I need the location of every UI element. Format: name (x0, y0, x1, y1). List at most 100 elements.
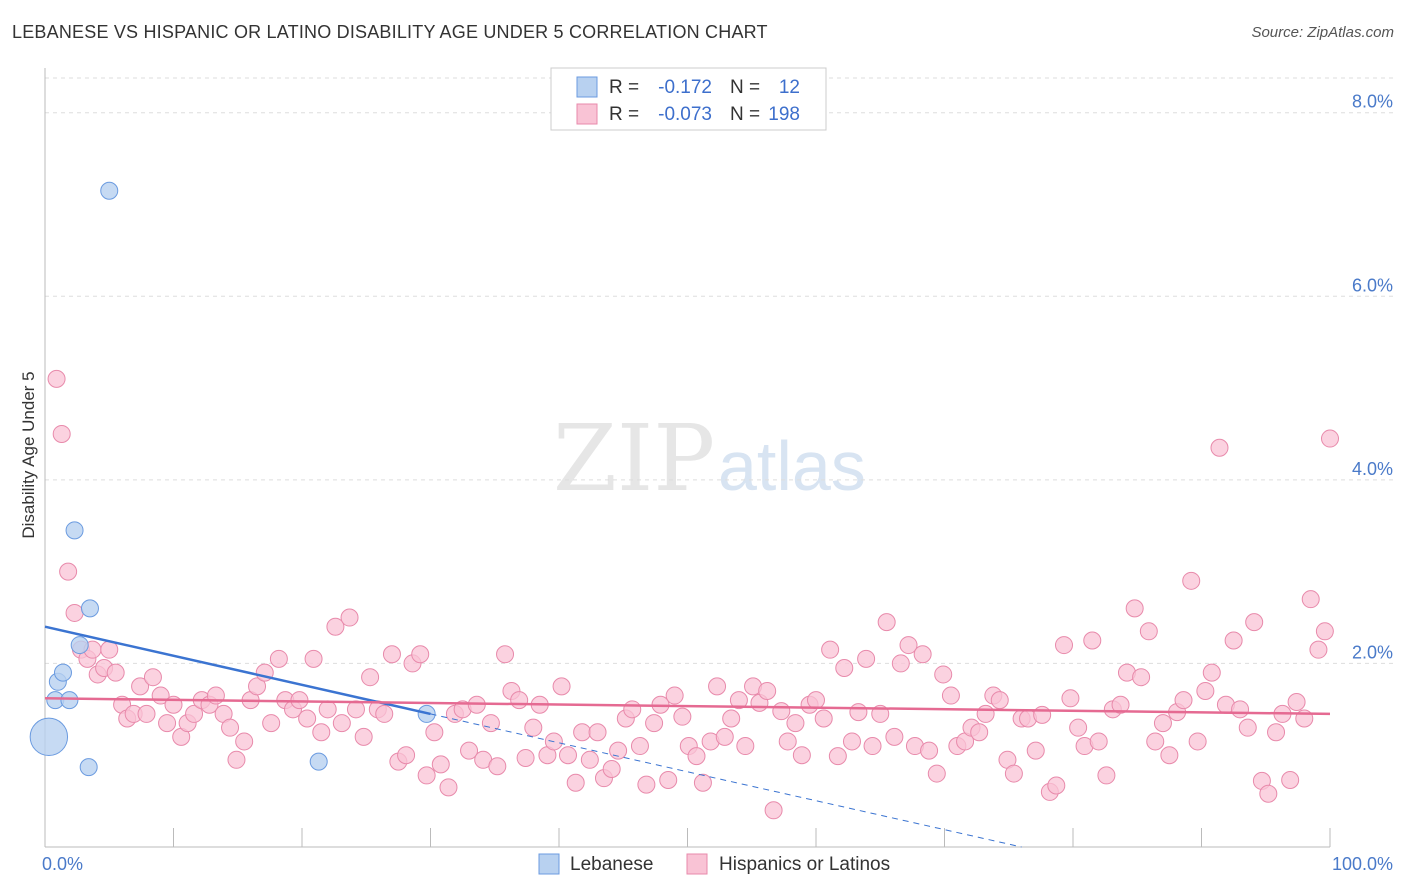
hispanic-point (920, 741, 939, 760)
hispanic-point (665, 686, 684, 705)
hispanic-point (623, 700, 642, 719)
hispanic-point (1174, 691, 1193, 710)
hispanic-point (857, 649, 876, 668)
lebanese-point (79, 758, 98, 777)
hispanic-point (1047, 776, 1066, 795)
y-tick-label: 2.0% (1352, 642, 1393, 662)
y-axis-label: Disability Age Under 5 (19, 371, 38, 538)
hispanic-point (137, 704, 156, 723)
hispanic-point (849, 703, 868, 722)
hispanic-point (758, 681, 777, 700)
hispanic-point (1111, 695, 1130, 714)
y-tick-label: 8.0% (1352, 92, 1393, 112)
hispanic-point (1033, 705, 1052, 724)
x-tick-label: 100.0% (1332, 854, 1393, 874)
hispanic-point (332, 714, 351, 733)
hispanic-point (1210, 438, 1229, 457)
x-tick-labels: 0.0% 100.0% (42, 854, 1393, 874)
stats-legend: R = -0.172 N = 12 R = -0.073 N = 198 (550, 67, 827, 131)
hispanic-point (1231, 700, 1250, 719)
hispanic-point (361, 668, 380, 687)
hispanic-point (566, 773, 585, 792)
hispanic-point (227, 750, 246, 769)
hispanic-point (235, 732, 254, 751)
hispanic-point (729, 691, 748, 710)
hispanic-point (970, 723, 989, 742)
hispanic-point (1238, 718, 1257, 737)
legend-r-value-hispanic: -0.073 (658, 104, 712, 125)
hispanic-point (863, 737, 882, 756)
lebanese-swatch (576, 76, 598, 98)
lebanese-trend-line (44, 625, 431, 716)
hispanic-point (516, 748, 535, 767)
hispanic-point (1083, 631, 1102, 650)
hispanic-point (131, 677, 150, 696)
legend-r-value-lebanese: -0.172 (658, 77, 712, 98)
hispanic-point (573, 723, 592, 742)
legend-n-value-hispanic: 198 (768, 104, 800, 125)
lebanese-point (80, 599, 99, 618)
hispanic-point (262, 714, 281, 733)
hispanic-point (304, 649, 323, 668)
hispanic-point (645, 714, 664, 733)
hispanic-point (346, 700, 365, 719)
hispanic-point (481, 714, 500, 733)
hispanic-point (990, 691, 1009, 710)
hispanic-point (941, 686, 960, 705)
hispanic-point (185, 704, 204, 723)
hispanic-point (1004, 764, 1023, 783)
hispanic-point (1026, 741, 1045, 760)
hispanic-point (1315, 622, 1334, 641)
hispanic-point (792, 746, 811, 765)
hispanic-point (1281, 770, 1300, 789)
hispanic-point (708, 677, 727, 696)
hispanic-point (1097, 766, 1116, 785)
hispanic-point (821, 640, 840, 659)
hispanic-point (158, 714, 177, 733)
hispanic-point (588, 723, 607, 742)
hispanic-point (580, 750, 599, 769)
hispanic-point (778, 732, 797, 751)
hispanic-point (1089, 732, 1108, 751)
hispanic-point (764, 801, 783, 820)
lebanese-point (65, 521, 84, 540)
hispanic-point (439, 778, 458, 797)
hispanic-point (899, 636, 918, 655)
hispanic-point (269, 649, 288, 668)
hispanic-point (786, 714, 805, 733)
hispanic-point (312, 723, 331, 742)
hispanic-point (326, 617, 345, 636)
hispanic-point (1309, 640, 1328, 659)
hispanic-point (1287, 692, 1306, 711)
y-tick-labels: 2.0% 4.0% 6.0% 8.0% (1352, 92, 1393, 663)
legend-n-value-lebanese: 12 (779, 77, 800, 98)
y-tick-label: 6.0% (1352, 275, 1393, 295)
hispanic-point (510, 691, 529, 710)
hispanic-point (877, 613, 896, 632)
hispanic-point (1202, 663, 1221, 682)
hispanic-point (340, 608, 359, 627)
hispanic-point (248, 677, 267, 696)
hispanic-point (382, 645, 401, 664)
hispanic-point (59, 562, 78, 581)
hispanic-point (65, 603, 84, 622)
legend-n-label-hispanic: N = (730, 104, 760, 125)
hispanic-point (425, 723, 444, 742)
hispanic-point (1224, 631, 1243, 650)
bottom-legend-hispanic-swatch (686, 853, 708, 875)
hispanic-point (1196, 681, 1215, 700)
hispanic-point (1267, 723, 1286, 742)
hispanic-point (722, 709, 741, 728)
hispanic-point (913, 645, 932, 664)
hispanic-point (1069, 718, 1088, 737)
hispanic-points (47, 369, 1339, 820)
bottom-legend-lebanese: Lebanese (570, 854, 653, 875)
hispanic-point (637, 775, 656, 794)
hispanic-point (976, 704, 995, 723)
x-tick-label: 0.0% (42, 854, 83, 874)
hispanic-point (318, 700, 337, 719)
bottom-legend-hispanic: Hispanics or Latinos (719, 854, 890, 875)
lebanese-point (29, 717, 69, 757)
hispanic-swatch (576, 103, 598, 125)
